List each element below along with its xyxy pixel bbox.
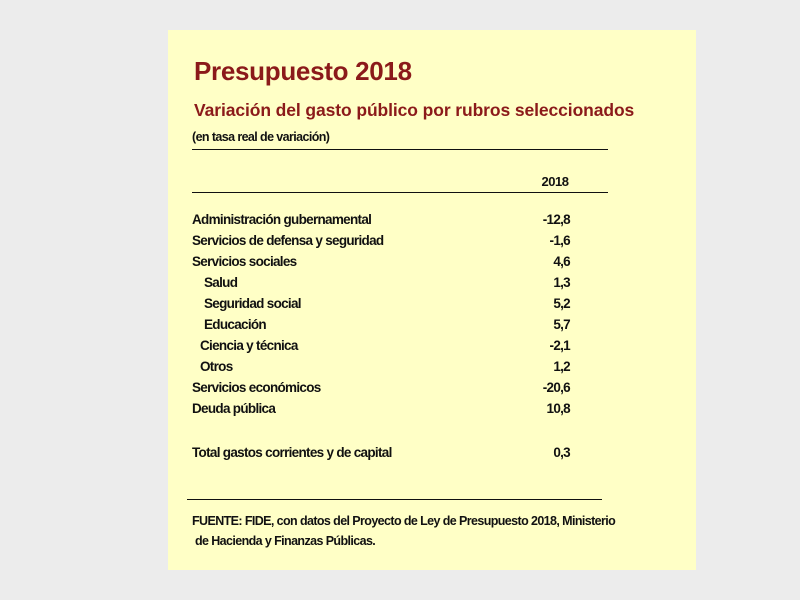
row-label: Servicios económicos <box>192 380 321 395</box>
table-row: Otros 1,2 <box>192 359 571 377</box>
row-value: 10,8 <box>546 401 571 416</box>
table-row: Salud 1,3 <box>192 275 571 293</box>
table-panel <box>168 30 696 570</box>
source-line-2: de Hacienda y Finanzas Públicas. <box>195 534 376 548</box>
row-label: Servicios sociales <box>192 254 297 269</box>
row-label: Otros <box>200 359 233 374</box>
table-row: Administración gubernamental -12,8 <box>192 212 571 230</box>
unit-note: (en tasa real de variación) <box>192 130 330 144</box>
source-note: FUENTE: FIDE, con datos del Proyecto de … <box>192 511 616 551</box>
row-value: 1,3 <box>553 275 570 290</box>
row-value: 5,7 <box>553 317 570 332</box>
total-label: Total gastos corrientes y de capital <box>192 445 392 460</box>
table-row: Servicios económicos -20,6 <box>192 380 571 398</box>
table-row: Deuda pública 10,8 <box>192 401 571 419</box>
row-label: Ciencia y técnica <box>200 338 298 353</box>
row-label: Administración gubernamental <box>192 212 372 227</box>
row-value: 4,6 <box>553 254 570 269</box>
row-value: 5,2 <box>553 296 570 311</box>
row-value: -12,8 <box>542 212 571 227</box>
row-label: Servicios de defensa y seguridad <box>192 233 384 248</box>
row-label: Educación <box>204 317 267 332</box>
row-label: Deuda pública <box>192 401 276 416</box>
rule-bottom <box>187 499 602 500</box>
table-row: Servicios sociales 4,6 <box>192 254 571 272</box>
table-row: Seguridad social 5,2 <box>192 296 571 314</box>
row-label: Seguridad social <box>204 296 302 311</box>
table-row: Educación 5,7 <box>192 317 571 335</box>
row-value: 1,2 <box>553 359 570 374</box>
row-value: -20,6 <box>542 380 571 395</box>
table-row: Ciencia y técnica -2,1 <box>192 338 571 356</box>
table-subtitle: Variación del gasto público por rubros s… <box>194 100 635 120</box>
row-value: -2,1 <box>549 338 571 353</box>
total-value: 0,3 <box>553 445 570 460</box>
rule-header <box>192 192 608 193</box>
row-value: -1,6 <box>549 233 571 248</box>
row-label: Salud <box>204 275 238 290</box>
table-row: Servicios de defensa y seguridad -1,6 <box>192 233 571 251</box>
page-title: Presupuesto 2018 <box>194 56 412 86</box>
total-row: Total gastos corrientes y de capital 0,3 <box>192 445 571 463</box>
source-line-1: FUENTE: FIDE, con datos del Proyecto de … <box>192 514 616 528</box>
rule-top <box>192 149 608 150</box>
column-header-year: 2018 <box>541 174 569 189</box>
